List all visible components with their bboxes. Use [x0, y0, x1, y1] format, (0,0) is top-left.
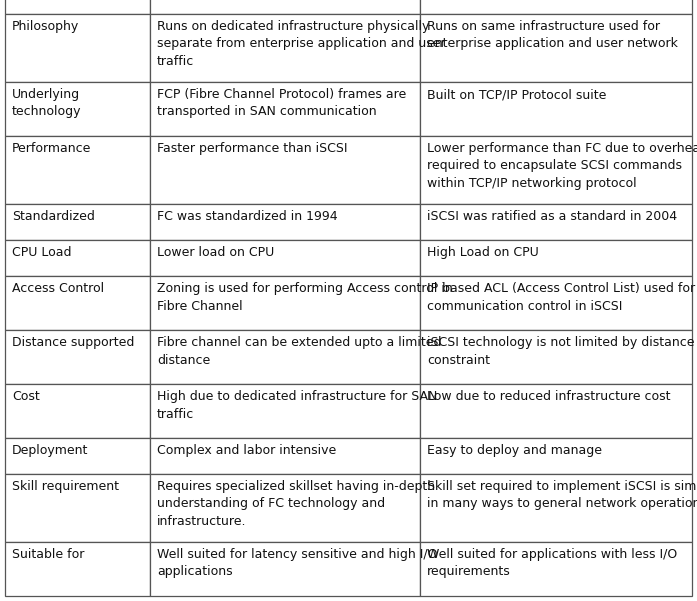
Bar — [150, 240, 420, 276]
Text: Skill requirement: Skill requirement — [12, 480, 119, 493]
Text: Deployment: Deployment — [12, 444, 89, 457]
Bar — [150, 438, 420, 474]
Bar — [420, 14, 692, 82]
Text: High due to dedicated infrastructure for SAN
traffic: High due to dedicated infrastructure for… — [157, 390, 438, 421]
Bar — [420, 384, 692, 438]
Text: Underlying
technology: Underlying technology — [12, 88, 82, 118]
Bar — [150, 330, 420, 384]
Bar — [420, 0, 692, 14]
Text: Runs on dedicated infrastructure physically
separate from enterprise application: Runs on dedicated infrastructure physica… — [157, 20, 445, 68]
Bar — [150, 82, 420, 136]
Bar — [150, 0, 420, 14]
Bar — [420, 330, 692, 384]
Bar — [150, 474, 420, 542]
Text: FCP (Fibre Channel Protocol) frames are
transported in SAN communication: FCP (Fibre Channel Protocol) frames are … — [157, 88, 406, 118]
Text: Standardized: Standardized — [12, 210, 95, 223]
Bar — [5, 384, 150, 438]
Bar — [5, 204, 150, 240]
Text: iSCSI was ratified as a standard in 2004: iSCSI was ratified as a standard in 2004 — [427, 210, 677, 223]
Text: Well suited for latency sensitive and high I/O
applications: Well suited for latency sensitive and hi… — [157, 548, 438, 579]
Text: High Load on CPU: High Load on CPU — [427, 246, 539, 259]
Bar — [5, 542, 150, 596]
Text: Easy to deploy and manage: Easy to deploy and manage — [427, 444, 602, 457]
Bar — [420, 438, 692, 474]
Bar — [150, 204, 420, 240]
Bar — [420, 542, 692, 596]
Bar — [420, 204, 692, 240]
Bar — [150, 276, 420, 330]
Text: Well suited for applications with less I/O
requirements: Well suited for applications with less I… — [427, 548, 677, 579]
Text: FC was standardized in 1994: FC was standardized in 1994 — [157, 210, 337, 223]
Text: Zoning is used for performing Access control in
Fibre Channel: Zoning is used for performing Access con… — [157, 282, 453, 313]
Bar — [5, 82, 150, 136]
Bar — [420, 82, 692, 136]
Text: Requires specialized skillset having in-depth
understanding of FC technology and: Requires specialized skillset having in-… — [157, 480, 435, 528]
Bar — [5, 0, 150, 14]
Bar — [420, 474, 692, 542]
Text: Lower load on CPU: Lower load on CPU — [157, 246, 274, 259]
Text: Skill set required to implement iSCSI is similar
in many ways to general network: Skill set required to implement iSCSI is… — [427, 480, 697, 510]
Text: Suitable for: Suitable for — [12, 548, 84, 561]
Text: Cost: Cost — [12, 390, 40, 403]
Text: Distance supported: Distance supported — [12, 336, 135, 349]
Text: Access Control: Access Control — [12, 282, 104, 295]
Bar — [5, 14, 150, 82]
Bar — [420, 276, 692, 330]
Bar — [5, 240, 150, 276]
Text: CPU Load: CPU Load — [12, 246, 72, 259]
Bar — [5, 330, 150, 384]
Text: iSCSI technology is not limited by distance
constraint: iSCSI technology is not limited by dista… — [427, 336, 694, 367]
Text: Runs on same infrastructure used for
enterprise application and user network: Runs on same infrastructure used for ent… — [427, 20, 678, 50]
Text: Complex and labor intensive: Complex and labor intensive — [157, 444, 336, 457]
Text: IP based ACL (Access Control List) used for
communication control in iSCSI: IP based ACL (Access Control List) used … — [427, 282, 695, 313]
Text: Faster performance than iSCSI: Faster performance than iSCSI — [157, 142, 348, 155]
Bar — [150, 384, 420, 438]
Bar — [150, 136, 420, 204]
Bar — [150, 542, 420, 596]
Text: Fibre channel can be extended upto a limited
distance: Fibre channel can be extended upto a lim… — [157, 336, 441, 367]
Text: Lower performance than FC due to overhead
required to encapsulate SCSI commands
: Lower performance than FC due to overhea… — [427, 142, 697, 190]
Bar — [5, 438, 150, 474]
Bar — [150, 14, 420, 82]
Bar — [5, 276, 150, 330]
Bar — [420, 136, 692, 204]
Bar — [420, 240, 692, 276]
Bar — [5, 136, 150, 204]
Text: Low due to reduced infrastructure cost: Low due to reduced infrastructure cost — [427, 390, 671, 403]
Text: Philosophy: Philosophy — [12, 20, 79, 33]
Text: Built on TCP/IP Protocol suite: Built on TCP/IP Protocol suite — [427, 88, 606, 101]
Bar — [5, 474, 150, 542]
Text: Performance: Performance — [12, 142, 91, 155]
